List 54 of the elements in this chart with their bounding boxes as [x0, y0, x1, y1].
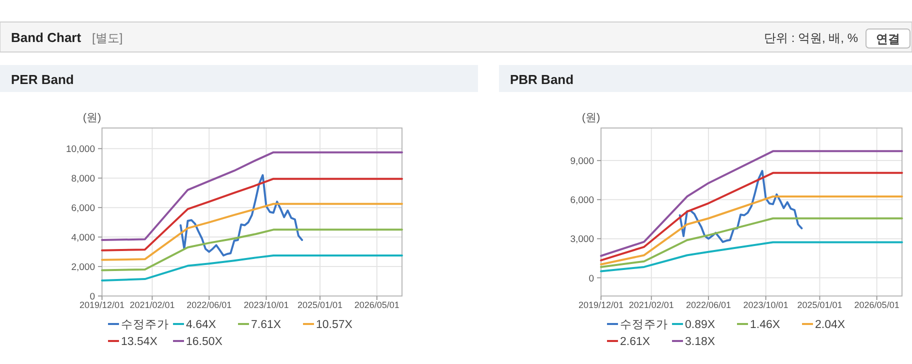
- chart-title: PBR Band: [510, 72, 574, 87]
- line-series: [600, 241, 903, 272]
- legend-label: 3.18X: [685, 336, 716, 348]
- legend-label: 수정주가: [620, 319, 668, 331]
- x-tick-label: 2023/10/01: [244, 300, 289, 310]
- text: 연결: [876, 32, 900, 46]
- legend-label: 1.46X: [750, 319, 780, 331]
- legend-label: 2.04X: [815, 319, 846, 331]
- line-series: [600, 172, 903, 262]
- y-tick-label: 9,000: [570, 156, 594, 168]
- x-tick-label: 2026/05/01: [854, 300, 900, 310]
- y-tick-label: 0: [90, 292, 95, 302]
- legend-label: 16.50X: [186, 336, 223, 348]
- y-tick-label: 3,000: [570, 234, 594, 246]
- x-tick-label: 2021/02/01: [628, 300, 674, 310]
- line-series: [180, 174, 304, 256]
- text: Band Chart: [11, 30, 82, 45]
- line-series: [101, 254, 403, 282]
- line-series: [600, 150, 903, 257]
- text: [별도]: [92, 31, 123, 45]
- legend-label: 10.57X: [316, 319, 353, 331]
- legend-label: 2.61X: [620, 336, 650, 348]
- legend-label: 13.54X: [121, 336, 158, 348]
- y-tick-label: 6,000: [570, 195, 594, 206]
- x-tick-label: 2023/10/01: [743, 300, 788, 310]
- y-tick-label: 2,000: [71, 262, 95, 274]
- x-tick-label: 2021/02/01: [130, 300, 175, 310]
- x-tick-label: 2022/06/01: [686, 300, 731, 310]
- y-axis-title: (원): [582, 112, 600, 124]
- x-tick-label: 2025/01/01: [297, 300, 343, 310]
- chart-title: PER Band: [11, 72, 74, 87]
- legend-label: 4.64X: [186, 319, 216, 331]
- x-tick-label: 2019/12/01: [578, 300, 624, 310]
- y-axis-title: (원): [82, 112, 102, 124]
- x-tick-label: 2019/12/01: [79, 300, 125, 310]
- line-series: [600, 217, 903, 268]
- x-tick-label: 2025/01/01: [797, 300, 842, 310]
- text: 단위 : 억원, 배, %: [764, 31, 858, 45]
- x-tick-label: 2026/05/01: [354, 300, 400, 310]
- line-series: [101, 202, 403, 261]
- y-tick-label: 0: [588, 273, 594, 284]
- y-tick-label: 4,000: [71, 232, 95, 244]
- legend-label: 수정주가: [121, 319, 169, 331]
- legend-label: 0.89X: [685, 319, 716, 331]
- y-tick-label: 10,000: [66, 144, 95, 156]
- line-series: [678, 170, 803, 243]
- y-tick-label: 6,000: [71, 203, 95, 214]
- line-series: [101, 178, 403, 252]
- line-series: [600, 196, 903, 266]
- x-tick-label: 2022/06/01: [186, 300, 232, 310]
- y-tick-label: 8,000: [71, 174, 95, 185]
- line-series: [101, 228, 403, 272]
- legend-label: 7.61X: [251, 319, 282, 331]
- line-series: [101, 151, 403, 241]
